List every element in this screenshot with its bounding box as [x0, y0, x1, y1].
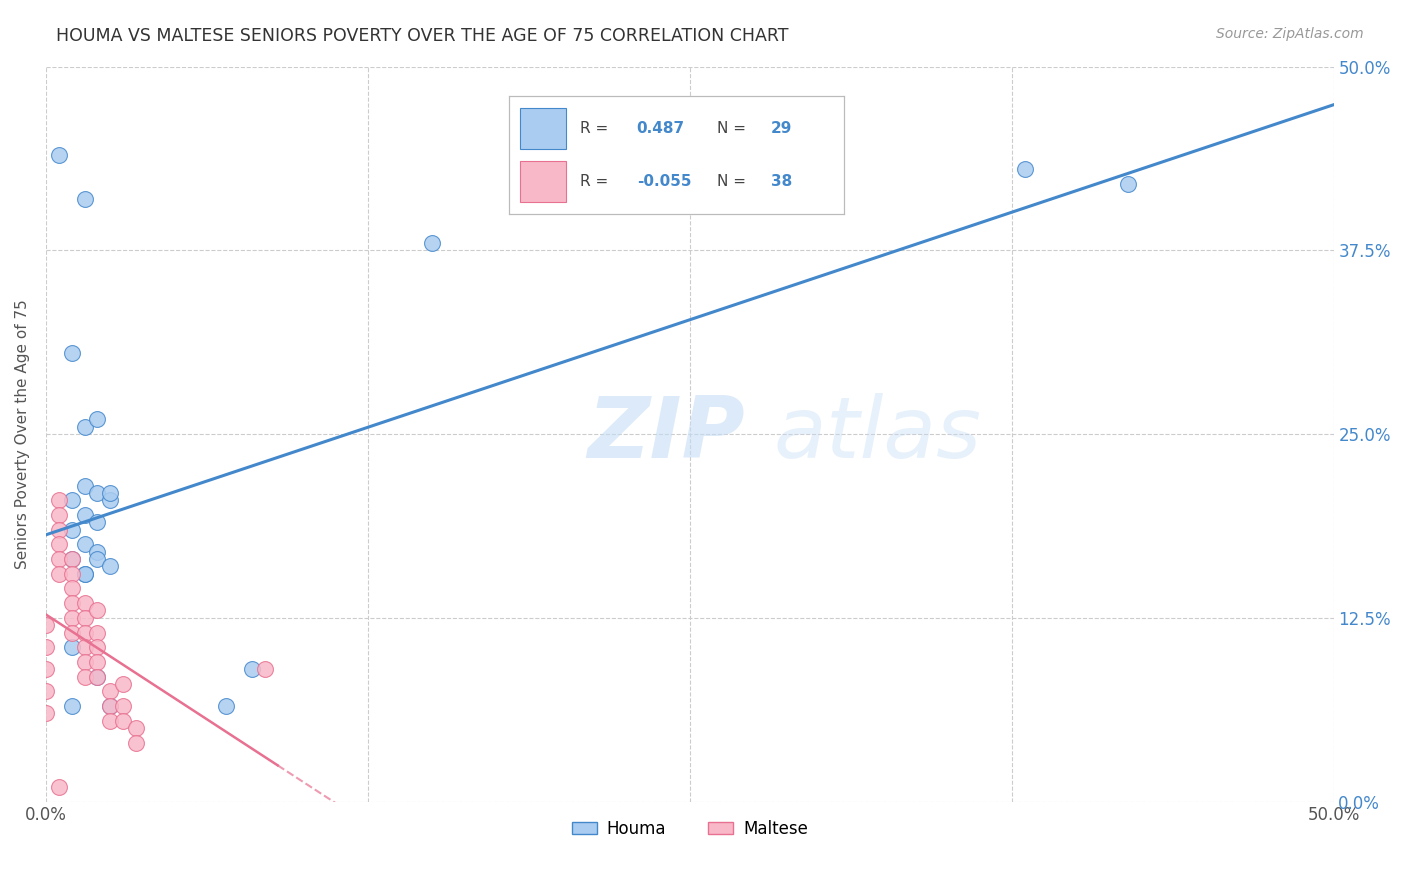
Point [48, 508, 70, 522]
Point [86, 655, 108, 669]
Point [60, 611, 83, 625]
Point [86, 486, 108, 500]
Point [73, 670, 96, 684]
Text: Source: ZipAtlas.com: Source: ZipAtlas.com [1216, 27, 1364, 41]
Point [35, 684, 58, 698]
Point [86, 670, 108, 684]
Point [73, 640, 96, 655]
Point [73, 192, 96, 206]
Point [60, 582, 83, 596]
Point [86, 625, 108, 640]
Point [98, 559, 121, 574]
Point [86, 544, 108, 558]
Point [35, 662, 58, 676]
Point [420, 235, 443, 250]
Point [73, 566, 96, 581]
Point [73, 566, 96, 581]
Point [98, 493, 121, 508]
Text: HOUMA VS MALTESE SENIORS POVERTY OVER THE AGE OF 75 CORRELATION CHART: HOUMA VS MALTESE SENIORS POVERTY OVER TH… [56, 27, 789, 45]
Point [60, 566, 83, 581]
Point [1014, 162, 1036, 177]
Point [48, 780, 70, 794]
Point [73, 655, 96, 669]
Point [48, 148, 70, 162]
Point [73, 508, 96, 522]
Legend: Houma, Maltese: Houma, Maltese [565, 814, 814, 845]
Point [60, 640, 83, 655]
Point [60, 699, 83, 714]
Point [253, 662, 276, 676]
Point [48, 552, 70, 566]
Point [215, 699, 238, 714]
Point [86, 670, 108, 684]
Point [48, 523, 70, 537]
Point [112, 677, 135, 691]
Point [60, 493, 83, 508]
Point [1116, 177, 1139, 191]
Point [73, 419, 96, 434]
Y-axis label: Seniors Poverty Over the Age of 75: Seniors Poverty Over the Age of 75 [15, 299, 30, 569]
Point [60, 346, 83, 360]
Point [98, 486, 121, 500]
Point [98, 714, 121, 728]
Point [73, 625, 96, 640]
Point [98, 699, 121, 714]
Point [125, 736, 148, 750]
Point [60, 596, 83, 610]
Point [73, 537, 96, 551]
Point [73, 478, 96, 492]
Point [48, 493, 70, 508]
Point [112, 699, 135, 714]
Point [86, 640, 108, 655]
Point [60, 625, 83, 640]
Point [86, 552, 108, 566]
Point [48, 566, 70, 581]
Point [35, 640, 58, 655]
Point [86, 412, 108, 426]
Text: atlas: atlas [773, 392, 981, 475]
Point [86, 516, 108, 530]
Point [112, 714, 135, 728]
Point [98, 684, 121, 698]
Point [35, 706, 58, 721]
Point [86, 603, 108, 617]
Text: ZIP: ZIP [586, 392, 744, 475]
Point [60, 523, 83, 537]
Point [60, 552, 83, 566]
Point [98, 699, 121, 714]
Point [125, 721, 148, 735]
Point [73, 611, 96, 625]
Point [48, 537, 70, 551]
Point [240, 662, 263, 676]
Point [60, 552, 83, 566]
Point [73, 596, 96, 610]
Point [35, 618, 58, 632]
